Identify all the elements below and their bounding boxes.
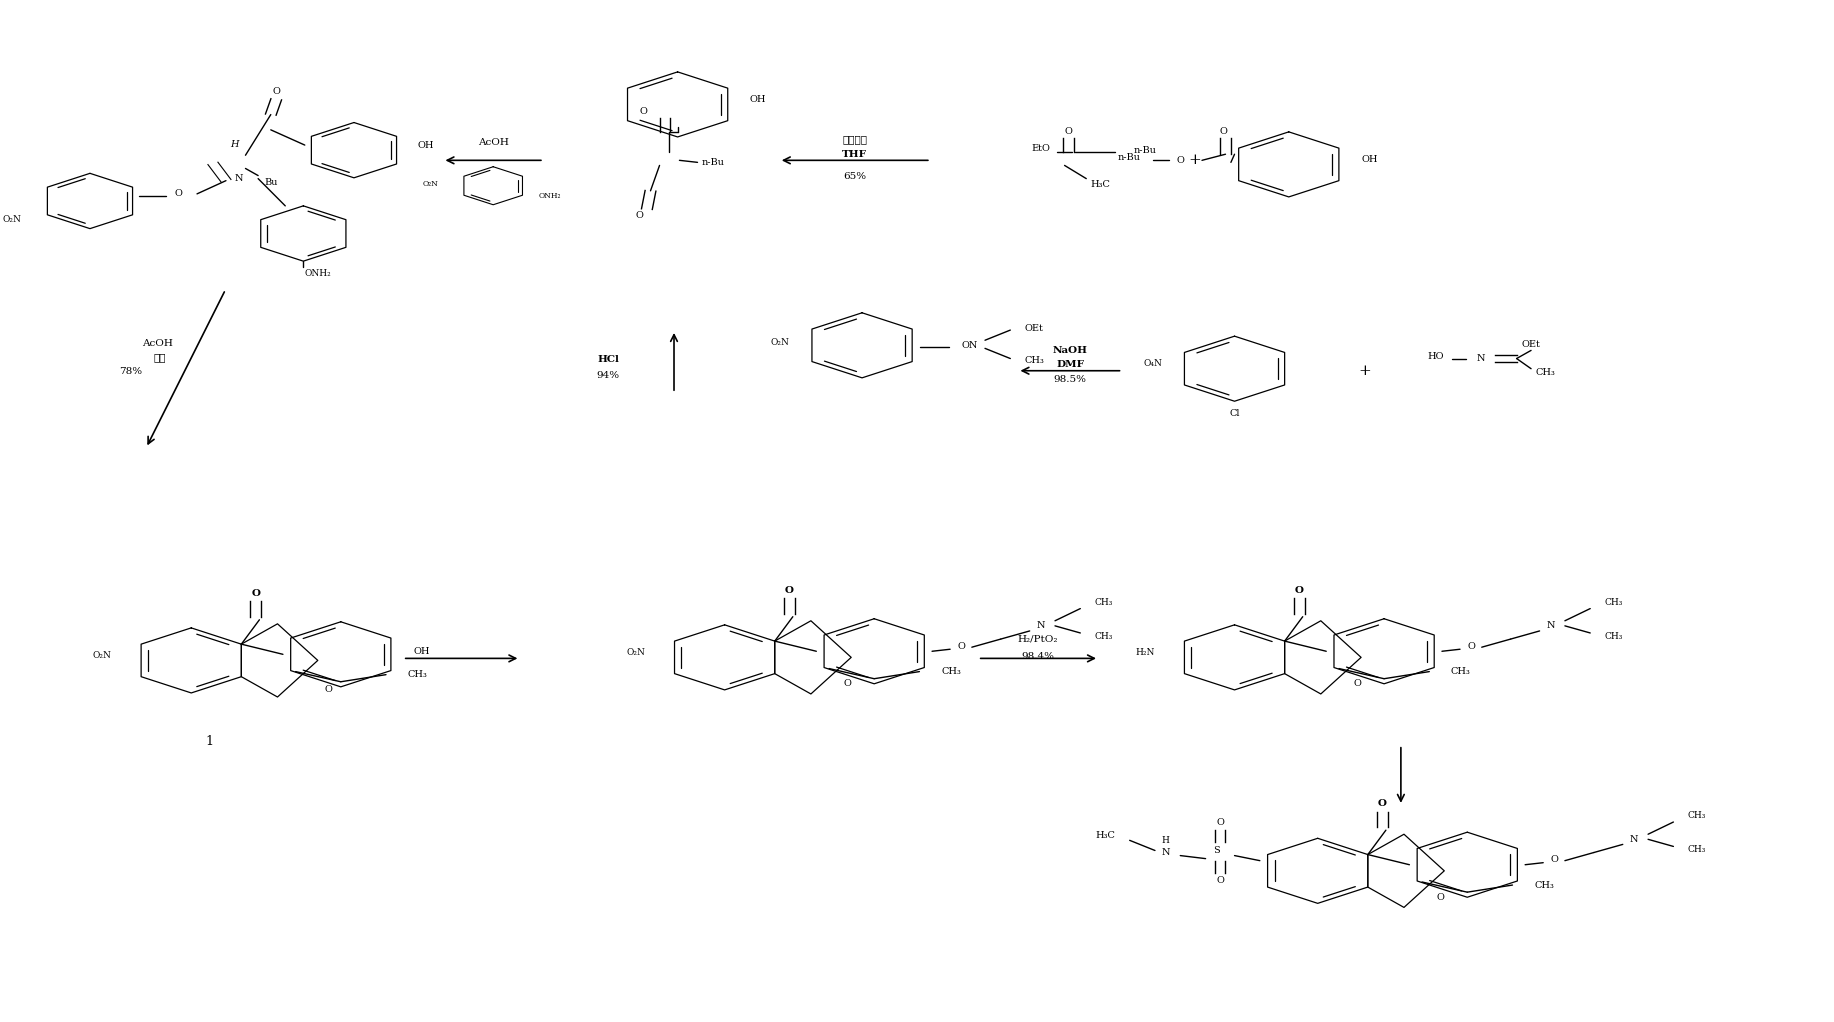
Text: OH: OH	[413, 647, 429, 656]
Text: OH: OH	[1361, 154, 1377, 164]
Text: ONH₂: ONH₂	[304, 269, 332, 278]
Text: CH₃: CH₃	[1535, 368, 1555, 377]
Text: CH₃: CH₃	[1095, 632, 1113, 641]
Text: NaOH: NaOH	[1053, 345, 1088, 355]
Text: ONH₂: ONH₂	[539, 192, 561, 200]
Text: O: O	[174, 189, 183, 198]
Text: S: S	[1212, 846, 1220, 855]
Text: O: O	[1216, 877, 1223, 885]
Text: 叔丁醇钠: 叔丁醇钠	[842, 134, 867, 144]
Text: Bu: Bu	[264, 178, 277, 187]
Text: O₂N: O₂N	[424, 180, 438, 188]
Text: O: O	[1216, 818, 1223, 827]
Text: O: O	[1377, 799, 1387, 808]
Text: 78%: 78%	[119, 367, 143, 376]
Text: Cl: Cl	[1229, 409, 1240, 418]
Text: 1: 1	[205, 735, 213, 748]
Text: 98.5%: 98.5%	[1053, 375, 1086, 384]
Text: n-Bu: n-Bu	[1117, 152, 1141, 161]
Text: AcOH: AcOH	[477, 138, 508, 146]
Text: N: N	[1036, 621, 1045, 631]
Text: O: O	[636, 211, 644, 220]
Text: H₃C: H₃C	[1095, 831, 1115, 840]
Text: O: O	[1176, 155, 1185, 165]
Text: O: O	[1436, 893, 1443, 901]
Text: CH₃: CH₃	[1687, 811, 1706, 821]
Text: O: O	[1295, 586, 1304, 595]
Text: AcOH: AcOH	[143, 338, 172, 347]
Text: H₃C: H₃C	[1091, 180, 1111, 189]
Text: N: N	[235, 174, 242, 183]
Text: OH: OH	[750, 95, 767, 104]
Text: n-Bu: n-Bu	[701, 157, 724, 167]
Text: O: O	[1220, 128, 1227, 136]
Text: O: O	[1353, 680, 1361, 688]
Text: O: O	[638, 107, 647, 117]
Text: DMF: DMF	[1056, 360, 1084, 369]
Text: CH₃: CH₃	[1687, 845, 1706, 854]
Text: H₂/PtO₂: H₂/PtO₂	[1018, 635, 1058, 644]
Text: 65%: 65%	[844, 172, 866, 181]
Text: O₂N: O₂N	[94, 651, 112, 660]
Text: O: O	[844, 680, 851, 688]
Text: H: H	[1163, 836, 1170, 845]
Text: O₂N: O₂N	[770, 337, 790, 346]
Text: H: H	[231, 140, 238, 148]
Text: OH: OH	[418, 141, 435, 149]
Text: O: O	[325, 686, 332, 694]
Text: n-Bu: n-Bu	[1133, 146, 1155, 154]
Text: +: +	[1188, 153, 1201, 168]
Text: OEt: OEt	[1025, 324, 1044, 332]
Text: CH₃: CH₃	[1095, 598, 1113, 607]
Text: HCl: HCl	[598, 355, 620, 364]
Text: EtO: EtO	[1031, 144, 1051, 152]
Text: O: O	[957, 642, 965, 651]
Text: HO: HO	[1429, 352, 1445, 361]
Text: N: N	[1161, 848, 1170, 857]
Text: 加热: 加热	[154, 353, 165, 363]
Text: THF: THF	[842, 150, 867, 158]
Text: CH₃: CH₃	[407, 670, 427, 680]
Text: O: O	[251, 589, 260, 598]
Text: CH₃: CH₃	[941, 667, 961, 677]
Text: N: N	[1476, 354, 1486, 363]
Text: O: O	[785, 586, 794, 595]
Text: OEt: OEt	[1522, 339, 1541, 349]
Text: O₂N: O₂N	[625, 648, 646, 657]
Text: CH₃: CH₃	[1451, 667, 1471, 677]
Text: CH₃: CH₃	[1025, 356, 1045, 365]
Text: CH₃: CH₃	[1535, 881, 1553, 889]
Text: N: N	[1546, 621, 1555, 631]
Text: O₄N: O₄N	[1143, 359, 1163, 368]
Text: CH₃: CH₃	[1605, 598, 1623, 607]
Text: N: N	[1630, 835, 1638, 844]
Text: O₂N: O₂N	[2, 215, 22, 224]
Text: O: O	[1467, 642, 1475, 651]
Text: O: O	[1550, 855, 1559, 865]
Text: O: O	[1064, 128, 1073, 136]
Text: O: O	[271, 87, 281, 96]
Text: +: +	[1359, 364, 1372, 378]
Text: H₂N: H₂N	[1135, 648, 1155, 657]
Text: CH₃: CH₃	[1605, 632, 1623, 641]
Text: 98.4%: 98.4%	[1022, 652, 1055, 661]
Text: ON: ON	[961, 340, 978, 350]
Text: 94%: 94%	[596, 371, 620, 380]
